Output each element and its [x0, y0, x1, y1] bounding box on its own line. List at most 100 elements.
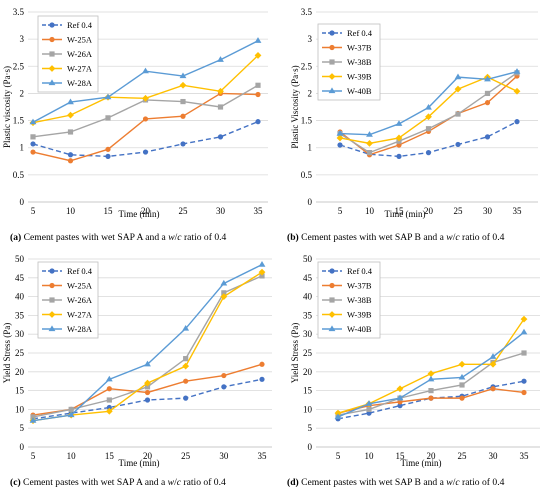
x-tick-label: 25 [179, 206, 189, 216]
y-tick-label: 50 [15, 254, 25, 264]
data-point [455, 111, 461, 117]
series-ref-0-4 [30, 119, 261, 159]
data-point [396, 394, 404, 401]
y-tick-label: 45 [15, 273, 25, 283]
y-tick-label: 2.5 [301, 61, 313, 71]
legend-entry-w-38b: W-38B [347, 295, 372, 305]
data-point [489, 360, 497, 368]
caption-c: c [177, 232, 182, 243]
legend-swatch-marker [48, 325, 56, 332]
y-tick-label: 10 [15, 404, 25, 414]
y-tick-label: 1.5 [301, 116, 313, 126]
data-point [366, 139, 373, 147]
data-point [396, 385, 404, 393]
legend-entry-w-39b: W-39B [347, 72, 372, 82]
data-point [513, 87, 521, 95]
x-tick-label: 15 [396, 451, 406, 461]
caption-b: (b) Cement pastes with wet SAP B and a w… [287, 232, 504, 243]
data-point [258, 268, 266, 276]
x-tick-label: 20 [427, 451, 437, 461]
legend-swatch-marker [329, 44, 335, 51]
data-point [366, 406, 372, 412]
caption-c: c [176, 477, 182, 488]
y-tick-label: 40 [303, 292, 313, 302]
data-point [217, 134, 224, 140]
caption-d: (d) Cement pastes with wet SAP B and a w… [287, 477, 504, 488]
data-point [67, 111, 74, 119]
data-point [454, 85, 462, 93]
data-point [30, 149, 36, 155]
legend-swatch-marker [48, 65, 56, 72]
data-point [459, 395, 465, 401]
y-axis-label: Yield Stress (Pa) [2, 323, 12, 384]
legend-swatch-marker [329, 59, 335, 65]
data-point [428, 388, 434, 394]
y-tick-label: 50 [303, 254, 313, 264]
x-tick-label: 10 [365, 206, 375, 216]
legend-swatch-marker [329, 282, 335, 289]
data-point [142, 94, 149, 102]
y-tick-label: 1 [20, 143, 25, 153]
chart-panel-a: 0 0.5 1 1.5 2 2.5 3 3.5 5 10 15 20 25 30 35 Time (min) P… [2, 7, 268, 219]
x-tick-label: 30 [219, 451, 229, 461]
data-point [104, 93, 112, 100]
data-point [142, 149, 149, 155]
data-point [366, 131, 373, 137]
caption-slash: / [452, 232, 456, 243]
caption-slash: / [174, 477, 177, 488]
caption-text: Cement pastes with wet SAP A and a [21, 232, 169, 243]
data-point [105, 115, 111, 121]
y-tick-label: 25 [303, 348, 313, 358]
legend: Ref 0.4 W-37B W-38B W-39B W-40B [317, 261, 381, 339]
y-tick-label: 1.5 [13, 116, 25, 126]
x-tick-label: 10 [66, 206, 76, 216]
data-point [334, 413, 342, 419]
chart-panel-d: 0 5 10 15 20 25 30 35 40 45 50 5 10 15 20 25 30 35 Time (m… [290, 254, 540, 468]
caption-text-end: ratio of 0.4 [459, 477, 505, 488]
data-point [334, 409, 342, 417]
y-tick-label: 3 [308, 34, 313, 44]
caption-text-end: ratio of 0.4 [181, 477, 226, 488]
caption-text: Cement pastes with wet SAP B and a [298, 477, 447, 488]
data-point [142, 67, 149, 74]
x-tick-label: 10 [365, 451, 375, 461]
data-point [30, 141, 36, 147]
series-w-28a [29, 37, 262, 125]
data-point [105, 375, 113, 382]
data-point [220, 279, 228, 286]
legend-entry-w-40b: W-40B [347, 324, 372, 334]
data-point [425, 150, 432, 156]
caption-text: Cement pastes with wet SAP B and a [298, 232, 447, 243]
x-tick-label: 5 [31, 451, 36, 461]
legend-entry-w-37b: W-37B [347, 281, 372, 291]
x-tick-label: 25 [458, 451, 468, 461]
data-point [67, 411, 75, 418]
x-tick-label: 30 [483, 206, 493, 216]
data-point [217, 104, 224, 110]
x-tick-label: 15 [105, 451, 115, 461]
legend-swatch-marker [329, 297, 335, 303]
legend-swatch-marker [328, 87, 336, 94]
y-axis-label: Plastic viscosity (Pa·s) [2, 66, 12, 148]
data-point [183, 356, 189, 362]
legend-entry-w-27a: W-27A [67, 64, 93, 74]
data-point [428, 395, 434, 401]
data-point [259, 361, 265, 367]
data-point [106, 397, 112, 403]
x-tick-label: 35 [513, 206, 523, 216]
caption-label: (d) [287, 477, 299, 488]
legend-swatch-marker [49, 282, 55, 289]
data-point [459, 382, 465, 388]
y-axis-label: Plastic Viscosity (Pa·s) [290, 65, 300, 148]
data-point [454, 73, 462, 80]
y-tick-label: 0.5 [301, 170, 313, 180]
data-point [144, 389, 151, 396]
data-point [30, 414, 36, 420]
data-point [258, 261, 266, 267]
data-point [221, 290, 227, 296]
y-tick-label: 15 [303, 386, 313, 396]
x-tick-label: 15 [395, 206, 405, 216]
legend-entry-w-25a: W-25A [67, 281, 93, 291]
data-point [425, 113, 432, 121]
caption-text-end: ratio of 0.4 [181, 232, 227, 243]
